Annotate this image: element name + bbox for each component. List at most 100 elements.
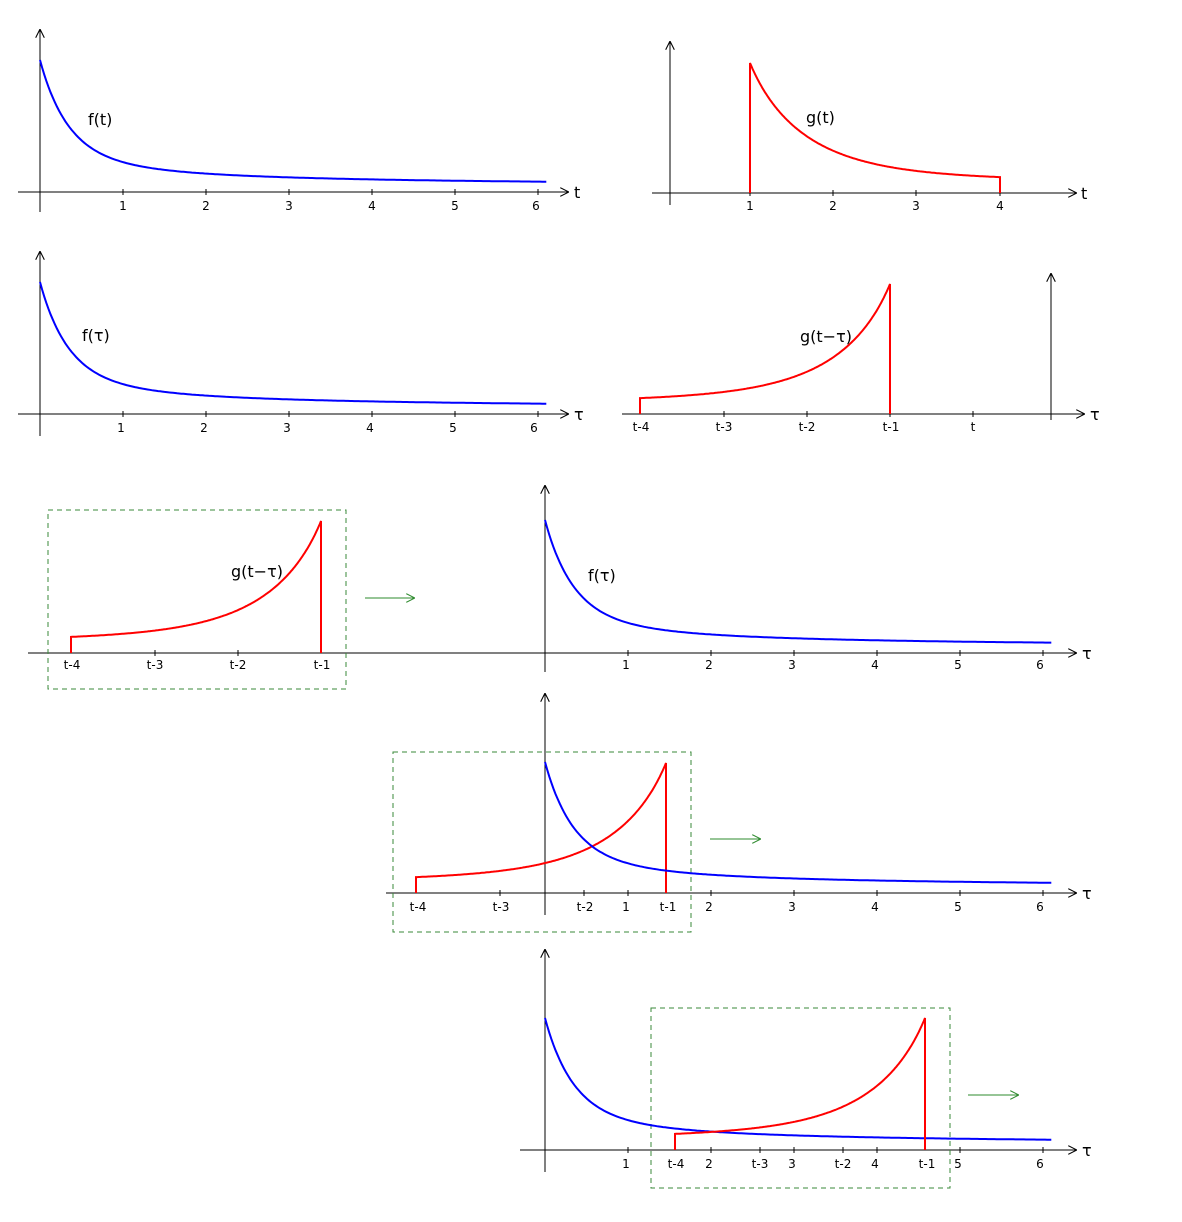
f-tick-labels: 1 2 3 4 5 6 [622,658,1044,672]
svg-text:5: 5 [954,1157,962,1171]
g-reversed-curve [639,283,891,414]
axis-label: τ [1082,884,1092,903]
svg-text:2: 2 [829,199,837,213]
axis-label: τ [574,405,584,424]
f-tick-labels: 1 2 3 4 5 6 [622,900,1044,914]
svg-text:5: 5 [954,658,962,672]
svg-text:t: t [971,420,976,434]
svg-text:4: 4 [366,421,374,435]
axis-label: t [1081,184,1087,203]
f-tick-labels: 1 2 3 4 5 6 [622,1157,1044,1171]
svg-text:1: 1 [117,421,125,435]
g-tick-labels: t-4 t-3 t-2 t-1 [64,658,331,672]
svg-text:6: 6 [1036,658,1044,672]
svg-text:2: 2 [200,421,208,435]
svg-text:6: 6 [532,199,540,213]
f-curve [544,1017,1052,1141]
tick-labels: 1 2 3 4 5 6 [119,199,540,213]
svg-text:4: 4 [996,199,1004,213]
svg-text:3: 3 [788,900,796,914]
svg-text:t-3: t-3 [493,900,510,914]
svg-text:2: 2 [202,199,210,213]
svg-text:1: 1 [622,658,630,672]
svg-text:t-3: t-3 [716,420,733,434]
svg-text:3: 3 [788,1157,796,1171]
svg-text:4: 4 [871,900,879,914]
svg-text:6: 6 [1036,900,1044,914]
panel-f-of-tau: τ f(τ) 1 2 3 4 5 6 [18,252,584,436]
panel-f-of-t: t f(t) 1 2 3 4 5 6 [18,30,580,213]
svg-text:5: 5 [451,199,459,213]
svg-text:t-2: t-2 [577,900,594,914]
tick-labels: 1 2 3 4 [746,199,1004,213]
g-label: g(t−τ) [231,562,283,581]
curve-label: f(t) [88,110,112,129]
svg-text:3: 3 [912,199,920,213]
g-reversed-curve [415,762,667,893]
curve-label: g(t) [806,108,835,127]
svg-text:4: 4 [871,658,879,672]
panel-g-of-t-minus-tau: τ g(t−τ) t-4 t-3 t-2 t-1 t [622,274,1100,434]
svg-text:t-4: t-4 [64,658,81,672]
svg-text:t-1: t-1 [314,658,331,672]
f-curve [544,761,1052,884]
svg-text:6: 6 [1036,1157,1044,1171]
svg-text:4: 4 [871,1157,879,1171]
svg-text:t-2: t-2 [230,658,247,672]
svg-text:t-2: t-2 [799,420,816,434]
svg-text:3: 3 [285,199,293,213]
tick-marks [627,1147,1044,1153]
g-reversed-curve [674,1017,926,1150]
curve-label: f(τ) [82,326,110,345]
curve-label: g(t−τ) [800,327,852,346]
svg-text:t-4: t-4 [668,1157,685,1171]
f-curve [39,281,547,405]
tick-labels: 1 2 3 4 5 6 [117,421,538,435]
axis-label: τ [1090,405,1100,424]
svg-text:t-2: t-2 [835,1157,852,1171]
svg-text:1: 1 [746,199,754,213]
svg-text:t-1: t-1 [919,1157,936,1171]
svg-text:2: 2 [705,1157,713,1171]
svg-text:t-4: t-4 [633,420,650,434]
svg-text:4: 4 [368,199,376,213]
svg-text:3: 3 [788,658,796,672]
tick-labels: t-4 t-3 t-2 t-1 t [633,420,976,434]
sliding-window-frame [650,1007,951,1189]
svg-text:1: 1 [622,900,630,914]
panel-step-1: τ f(τ) g(t−τ) 1 2 3 4 5 6 t-4 t-3 t-2 t-… [28,486,1092,690]
sliding-window-frame [392,751,692,933]
tick-marks [122,411,539,417]
svg-text:t-1: t-1 [883,420,900,434]
svg-text:t-3: t-3 [752,1157,769,1171]
svg-text:5: 5 [954,900,962,914]
g-curve [749,62,1001,193]
axis-label: τ [1082,1141,1092,1160]
tick-marks [499,890,1044,896]
svg-text:1: 1 [622,1157,630,1171]
g-tick-labels: t-4 t-3 t-2 t-1 [410,900,677,914]
svg-text:3: 3 [283,421,291,435]
g-tick-labels: t-4 t-3 t-2 t-1 [668,1157,936,1171]
g-reversed-curve [70,520,322,653]
sliding-window-frame [47,509,347,690]
svg-text:t-1: t-1 [660,900,677,914]
tick-marks [154,650,1044,656]
panel-step-2: τ 1 2 3 4 5 6 t-4 t-3 t-2 t-1 [386,694,1092,933]
axis-label: τ [1082,644,1092,663]
f-label: f(τ) [588,566,616,585]
svg-text:1: 1 [119,199,127,213]
tick-marks [122,189,539,195]
panel-step-3: τ 1 2 3 4 5 6 t-4 t-3 t-2 t-1 [520,950,1092,1189]
svg-text:t-4: t-4 [410,900,427,914]
svg-text:6: 6 [530,421,538,435]
axis-label: t [574,183,580,202]
svg-text:2: 2 [705,900,713,914]
svg-text:t-3: t-3 [147,658,164,672]
f-curve [39,59,547,183]
svg-text:2: 2 [705,658,713,672]
panel-g-of-t: t g(t) 1 2 3 4 [652,42,1087,213]
svg-text:5: 5 [449,421,457,435]
f-curve [544,519,1052,644]
